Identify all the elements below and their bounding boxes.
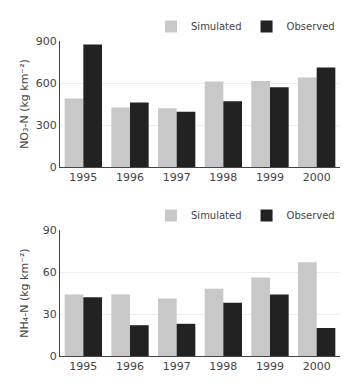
svg-text:Observed: Observed: [287, 21, 335, 32]
svg-text:2000: 2000: [303, 171, 331, 184]
svg-text:1997: 1997: [163, 360, 191, 373]
svg-text:1995: 1995: [69, 360, 97, 373]
svg-text:1995: 1995: [69, 171, 97, 184]
svg-text:1999: 1999: [256, 171, 284, 184]
svg-text:NO₃-N (kg km⁻²): NO₃-N (kg km⁻²): [18, 59, 31, 149]
svg-text:Simulated: Simulated: [191, 210, 242, 221]
svg-text:Simulated: Simulated: [191, 21, 242, 32]
svg-text:0: 0: [50, 161, 57, 174]
svg-text:1996: 1996: [116, 360, 144, 373]
svg-text:300: 300: [36, 119, 57, 132]
svg-text:1999: 1999: [256, 360, 284, 373]
svg-text:1997: 1997: [163, 171, 191, 184]
svg-text:900: 900: [36, 35, 57, 48]
svg-text:60: 60: [43, 266, 57, 279]
svg-text:90: 90: [43, 224, 57, 237]
svg-text:600: 600: [36, 77, 57, 90]
svg-text:NH₄-N (kg km⁻²): NH₄-N (kg km⁻²): [18, 248, 31, 337]
svg-text:1996: 1996: [116, 171, 144, 184]
svg-text:1998: 1998: [209, 171, 237, 184]
svg-text:0: 0: [50, 350, 57, 363]
svg-text:Observed: Observed: [287, 210, 335, 221]
svg-text:2000: 2000: [303, 360, 331, 373]
svg-text:1998: 1998: [209, 360, 237, 373]
svg-text:30: 30: [43, 308, 57, 321]
